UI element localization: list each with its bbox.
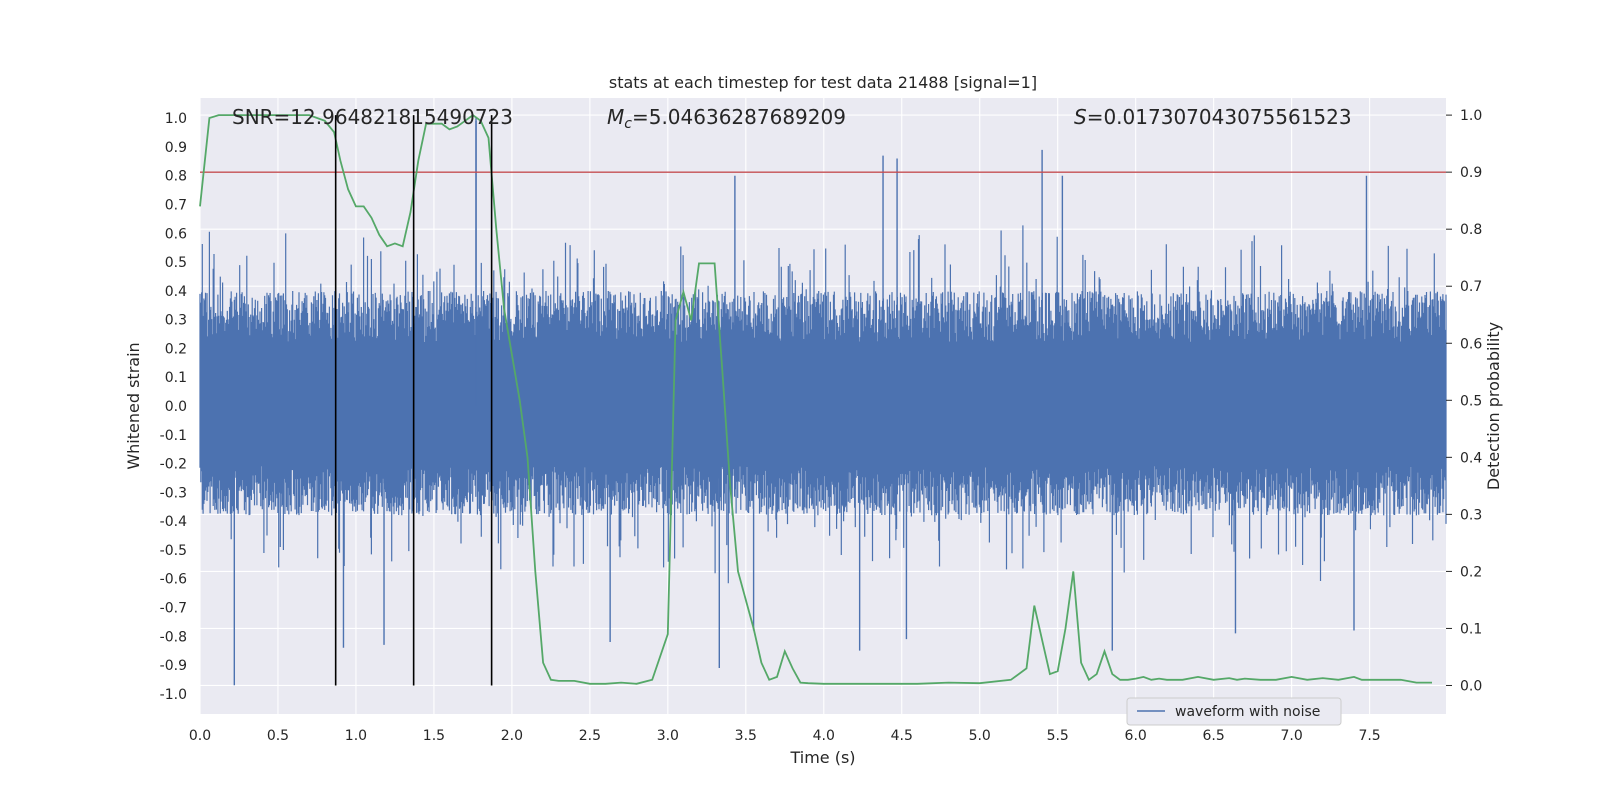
left-y-tick-label: -0.3: [160, 485, 187, 501]
x-tick-label: 7.5: [1358, 728, 1380, 744]
left-y-axis-label: Whitened strain: [124, 342, 143, 469]
left-y-tick-label: -0.4: [160, 514, 187, 530]
right-y-axis-label: Detection probability: [1484, 322, 1503, 490]
left-y-tick-label: 0.1: [165, 370, 187, 386]
left-y-tick-label: 0.7: [165, 198, 187, 214]
left-y-tick-label: -0.2: [160, 457, 187, 473]
legend: waveform with noise: [1126, 697, 1342, 726]
left-y-tick-label: 1.0: [165, 111, 187, 127]
x-tick-label: 6.5: [1203, 728, 1225, 744]
right-y-tick-label: 0.4: [1460, 450, 1482, 466]
x-tick-label: 2.5: [579, 728, 601, 744]
left-y-tick-label: -0.7: [160, 600, 187, 616]
x-tick-label: 3.0: [657, 728, 679, 744]
x-axis-label: Time (s): [789, 748, 855, 767]
left-y-tick-label: 0.0: [165, 399, 187, 415]
x-tick-label: 2.0: [501, 728, 523, 744]
legend-box: [1126, 697, 1342, 726]
waveform-series: [199, 118, 1447, 686]
x-tick-label: 1.0: [345, 728, 367, 744]
x-tick-label: 7.0: [1280, 728, 1302, 744]
left-y-tick-label: -0.8: [160, 629, 187, 645]
left-y-tick-label: 0.5: [165, 255, 187, 271]
left-y-tick-label: 0.8: [165, 169, 187, 185]
x-tick-label: 3.5: [735, 728, 757, 744]
right-y-tick-label: 0.8: [1460, 222, 1482, 238]
x-axis-ticks: 0.0 0.5 1.0 1.5 2.0 2.5 3.0 3.5 4.0 4.5 5.0 5.5 6.0 6…: [189, 728, 1381, 744]
left-y-tick-label: -0.5: [160, 543, 187, 559]
right-y-tick-label: 0.3: [1460, 507, 1482, 523]
left-y-tick-label: -0.9: [160, 658, 187, 674]
left-y-tick-label: -1.0: [160, 687, 187, 703]
x-tick-label: 4.0: [813, 728, 835, 744]
x-tick-label: 0.5: [267, 728, 289, 744]
chirp-mass-symbol: M: [607, 105, 624, 129]
chart-title: stats at each timestep for test data 214…: [609, 73, 1037, 92]
left-y-tick-label: 0.3: [165, 313, 187, 329]
probability-line: [199, 113, 1432, 685]
chirp-mass-value: =5.04636287689209: [632, 105, 846, 129]
x-tick-label: 0.0: [189, 728, 211, 744]
left-y-tick-label: -0.1: [160, 428, 187, 444]
left-y-tick-label: -0.6: [160, 572, 187, 588]
left-y-tick-label: 0.6: [165, 226, 187, 242]
right-y-tick-label: 1.0: [1460, 108, 1482, 124]
vertical-markers: [334, 115, 493, 686]
left-y-tick-label: 0.2: [165, 341, 187, 357]
x-tick-label: 5.0: [969, 728, 991, 744]
x-tick-label: 4.5: [891, 728, 913, 744]
right-y-tick-label: 0.2: [1460, 564, 1482, 580]
left-y-tick-label: 0.9: [165, 140, 187, 156]
right-y-axis-ticks: 1.0 0.9 0.8 0.7 0.6 0.5 0.4 0.3 0.2 0.1 0.0: [1446, 108, 1482, 694]
left-y-tick-label: 0.4: [165, 284, 187, 300]
chirp-mass-annotation: Mc=5.04636287689209: [607, 105, 846, 132]
x-tick-label: 5.5: [1047, 728, 1069, 744]
probability-series: [199, 113, 1432, 685]
legend-label: waveform with noise: [1175, 704, 1320, 720]
s-value: =0.017307043075561523: [1087, 105, 1352, 129]
chirp-mass-subscript: c: [624, 116, 632, 132]
s-symbol: S: [1074, 105, 1087, 129]
right-y-tick-label: 0.6: [1460, 336, 1482, 352]
x-tick-label: 6.0: [1125, 728, 1147, 744]
right-y-tick-label: 0.1: [1460, 621, 1482, 637]
snr-annotation: SNR=12.964821815490723: [232, 105, 513, 129]
right-y-tick-label: 0.0: [1460, 678, 1482, 694]
left-y-axis-ticks: 1.0 0.9 0.8 0.7 0.6 0.5 0.4 0.3 0.2 0.1 0.0 -0.1 -0.…: [160, 111, 187, 703]
s-annotation: S=0.017307043075561523: [1074, 105, 1352, 129]
right-y-tick-label: 0.7: [1460, 279, 1482, 295]
x-tick-label: 1.5: [423, 728, 445, 744]
right-y-tick-label: 0.5: [1460, 393, 1482, 409]
right-y-tick-label: 0.9: [1460, 165, 1482, 181]
